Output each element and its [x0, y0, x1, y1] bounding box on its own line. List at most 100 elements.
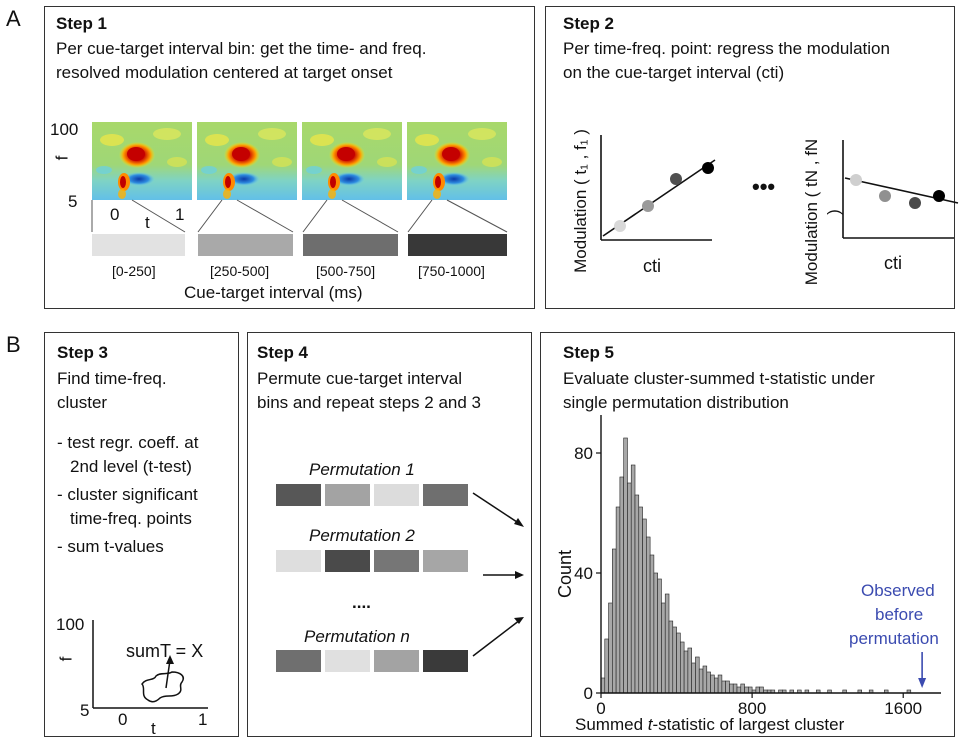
histogram-bar	[687, 647, 692, 694]
step3-bullet-2-line1: - cluster significant	[57, 485, 198, 504]
step3-bullet-1-line2: 2nd level (t-test)	[70, 457, 192, 476]
histogram-bar	[676, 632, 681, 694]
permutation-2-bin-2	[325, 550, 370, 572]
regression-point-n1	[850, 174, 862, 186]
regression-point-3	[670, 173, 682, 185]
step1-y-top-tick: 100	[50, 120, 79, 139]
regression-point-1	[614, 220, 626, 232]
histogram-bar	[664, 593, 670, 694]
histogram-bar	[661, 602, 666, 694]
bin-label-4: [750-1000]	[418, 263, 485, 279]
step5-box	[540, 332, 955, 737]
permutation-1-label: Permutation 1	[309, 460, 415, 479]
step1-description-line1: Per cue-target interval bin: get the tim…	[56, 39, 427, 58]
permutation-2-bin-4	[423, 550, 468, 572]
histogram-bar	[744, 686, 749, 694]
step1-interval-axis-label: Cue-target interval (ms)	[184, 283, 363, 302]
regression-point-n4	[933, 190, 945, 202]
step1-x-right-tick: 1	[175, 205, 185, 224]
step1-x-axis-label: t	[145, 213, 150, 232]
bin-label-2: [250-500]	[210, 263, 270, 279]
step4-description-line1: Permute cue-target interval	[257, 369, 463, 388]
step3-x-left-tick: 0	[118, 710, 128, 729]
histogram-bar	[717, 674, 723, 694]
bin-bar-3	[303, 234, 398, 256]
bin-bar-4	[408, 234, 507, 256]
step5-description-line1: Evaluate cluster-summed t-statistic unde…	[563, 369, 875, 388]
observed-arrow-head	[918, 678, 927, 688]
step3-x-right-tick: 1	[198, 710, 208, 729]
histogram-bar	[672, 626, 677, 694]
histogram-bar	[619, 476, 624, 694]
histogram-bar	[657, 578, 662, 694]
step4-title: Step 4	[257, 343, 309, 362]
y-tick-label: 80	[574, 444, 593, 463]
step3-bullet-2-line2: time-freq. points	[70, 509, 192, 528]
histogram-bar	[725, 680, 730, 694]
permutation-3-bin-3	[374, 650, 419, 672]
histogram-bar	[612, 548, 617, 694]
histogram-bar	[627, 482, 632, 694]
permutation-2-bin-3	[374, 550, 419, 572]
regression-point-2	[642, 200, 654, 212]
histogram-bar	[748, 686, 753, 694]
permutation-1-bin-4	[423, 484, 468, 506]
histogram-bar	[755, 686, 760, 694]
y-tick-label: 40	[574, 564, 593, 583]
step2-plot2-x-label: cti	[884, 253, 902, 273]
step2-plot1-x-label: cti	[643, 256, 661, 276]
histogram-bar	[714, 677, 719, 694]
histogram-bar	[740, 683, 745, 694]
histogram-bar	[732, 683, 738, 694]
histogram-bar	[630, 464, 636, 694]
histogram-bar	[729, 683, 734, 694]
x-tick-label: 1600	[884, 699, 922, 718]
histogram-bar	[615, 506, 621, 694]
observed-label-line2: before	[875, 605, 924, 624]
histogram-bar	[634, 494, 640, 694]
xlabel-text: Summed t-statistic of largest cluster	[575, 715, 845, 734]
step3-box	[44, 332, 239, 737]
x-tick-label: 0	[596, 699, 605, 718]
step2-ellipsis: •••	[752, 174, 776, 199]
step5-title: Step 5	[563, 343, 615, 362]
step2-title: Step 2	[563, 14, 615, 33]
step3-x-axis-label: t	[151, 719, 156, 738]
step2-description-line1: Per time-freq. point: regress the modula…	[563, 39, 890, 58]
permutation-2-bin-1	[276, 550, 321, 572]
histogram-bar	[691, 662, 696, 694]
histogram-bar	[623, 437, 628, 694]
regression-point-n2	[879, 190, 891, 202]
step3-description-line2: cluster	[57, 393, 108, 412]
step4-description-line2: bins and repeat steps 2 and 3	[257, 393, 481, 412]
permutation-3-bin-1	[276, 650, 321, 672]
step3-y-bottom-tick: 5	[80, 701, 90, 720]
panel-label-a: A	[6, 6, 21, 31]
histogram-bar	[646, 536, 651, 694]
panel-label-b: B	[6, 332, 21, 357]
step3-description-line1: Find time-freq.	[57, 369, 167, 388]
histogram-bar	[721, 680, 726, 694]
histogram-x-axis-label: Summed t-statistic of largest cluster	[575, 714, 844, 736]
step3-sum-label: sumT = X	[126, 641, 204, 661]
step1-y-bottom-tick: 5	[68, 192, 78, 211]
histogram-bar	[698, 668, 704, 694]
permutation-1-bin-3	[374, 484, 419, 506]
histogram-bar	[638, 506, 643, 694]
permutation-3-bin-4	[423, 650, 468, 672]
step1-x-left-tick: 0	[110, 205, 120, 224]
bin-label-1: [0-250]	[112, 263, 156, 279]
x-tick-label: 800	[738, 699, 766, 718]
step2-box	[545, 6, 955, 309]
bin-bar-2	[198, 234, 293, 256]
histogram-y-axis-label: Count	[555, 549, 576, 599]
permutation-1-bin-2	[325, 484, 370, 506]
permutation-3-bin-2	[325, 650, 370, 672]
step1-description-line2: resolved modulation centered at target o…	[56, 63, 393, 82]
step1-box	[44, 6, 535, 309]
histogram-bar	[759, 686, 764, 694]
bin-bar-1	[92, 234, 185, 256]
